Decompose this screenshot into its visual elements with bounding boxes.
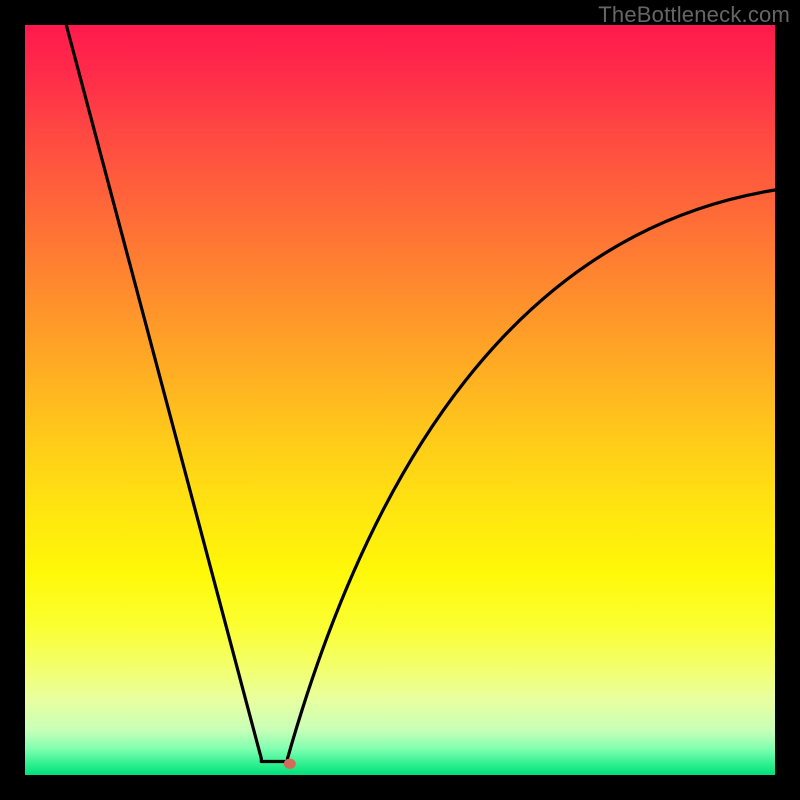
chart-frame (0, 0, 800, 800)
optimal-point-marker (284, 759, 296, 769)
bottleneck-chart (0, 0, 800, 800)
plot-background (25, 25, 775, 775)
watermark-text: TheBottleneck.com (598, 2, 790, 28)
